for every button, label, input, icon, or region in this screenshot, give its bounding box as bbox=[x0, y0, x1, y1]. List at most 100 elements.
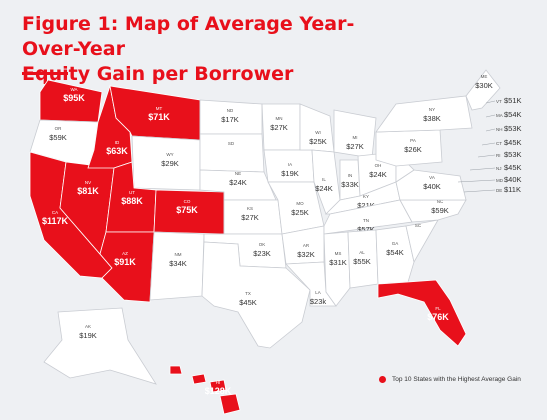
state-abbr: OH bbox=[375, 163, 382, 168]
state-value: $54K bbox=[504, 110, 522, 119]
state-value: $29K bbox=[161, 159, 179, 168]
state-abbr: ID bbox=[115, 140, 120, 145]
state-value: $53K bbox=[504, 150, 522, 159]
state-abbr: ME bbox=[481, 74, 488, 79]
state-abbr: CA bbox=[52, 210, 58, 215]
state-value: $53K bbox=[504, 124, 522, 133]
state-shape-me bbox=[465, 69, 501, 111]
state-hi: HI$128K bbox=[169, 365, 241, 415]
state-sd: SD bbox=[199, 133, 265, 173]
state-value: $17K bbox=[221, 115, 239, 124]
state-abbr: FL bbox=[435, 306, 441, 311]
state-shape-ny bbox=[375, 95, 473, 133]
state-shape-ms bbox=[323, 231, 351, 307]
state-abbr: WI bbox=[315, 130, 321, 135]
northeast-label-nh: NH $53K bbox=[485, 124, 522, 133]
state-value: $63K bbox=[106, 146, 128, 156]
state-shape-nc bbox=[399, 199, 467, 223]
state-abbr: DE bbox=[496, 188, 502, 193]
northeast-label-nj: NJ $45K bbox=[469, 163, 522, 172]
leader-line bbox=[477, 154, 496, 158]
state-abbr: NV bbox=[85, 180, 91, 185]
state-abbr: TX bbox=[245, 291, 251, 296]
state-value: $45K bbox=[504, 163, 522, 172]
state-va: VA $40K bbox=[395, 169, 467, 201]
northeast-label-de: DE $11K bbox=[463, 185, 521, 194]
state-abbr: GA bbox=[392, 241, 399, 246]
northeast-label-md: MD $40K bbox=[457, 175, 522, 184]
state-abbr: MA bbox=[496, 113, 503, 118]
state-value: $30K bbox=[475, 81, 493, 90]
state-value: $91K bbox=[114, 257, 136, 267]
state-value: $31K bbox=[329, 258, 347, 267]
state-value: $40K bbox=[423, 182, 441, 191]
state-mn: MN $27K bbox=[261, 103, 301, 151]
state-value: $59K bbox=[431, 206, 449, 215]
state-abbr: MT bbox=[156, 106, 163, 111]
state-abbr: HI bbox=[216, 380, 221, 385]
state-ak: AK $19K bbox=[43, 307, 157, 385]
state-abbr: MO bbox=[296, 201, 304, 206]
leader-line bbox=[485, 100, 496, 104]
state-abbr: MN bbox=[276, 116, 283, 121]
state-abbr: NC bbox=[437, 199, 444, 204]
state-tx: TX $45K bbox=[201, 241, 311, 349]
state-value: $11K bbox=[504, 185, 521, 194]
state-shape-sd bbox=[199, 133, 265, 173]
state-value: $23K bbox=[253, 249, 271, 258]
state-value: $23k bbox=[310, 297, 327, 306]
state-nc: NC $59K bbox=[399, 199, 467, 223]
northeast-label-ri: RI $53K bbox=[477, 150, 522, 159]
state-abbr: AR bbox=[303, 243, 310, 248]
state-value: $117K bbox=[42, 216, 69, 226]
state-abbr: OK bbox=[259, 242, 266, 247]
state-abbr: KY bbox=[363, 194, 369, 199]
state-wi: WI $25K bbox=[299, 103, 335, 153]
state-abbr: IN bbox=[348, 173, 353, 178]
leader-line bbox=[481, 142, 496, 146]
state-mi: MI $27K bbox=[333, 109, 377, 159]
state-value: $40K bbox=[504, 175, 522, 184]
state-abbr: MD bbox=[496, 178, 504, 183]
leader-line bbox=[463, 189, 496, 193]
state-ks: KS $27K bbox=[223, 199, 283, 235]
state-shape-ak bbox=[43, 307, 157, 385]
state-shape-fl bbox=[377, 279, 467, 347]
state-abbr: MS bbox=[335, 251, 342, 256]
state-value: $24K bbox=[229, 178, 247, 187]
state-fl: FL$76K bbox=[377, 279, 467, 347]
state-abbr: UT bbox=[129, 190, 135, 195]
state-abbr: SD bbox=[228, 141, 235, 146]
state-value: $55K bbox=[353, 257, 371, 266]
state-ga: GA $54K bbox=[375, 225, 415, 285]
state-shape-hi bbox=[169, 365, 241, 415]
state-abbr: IL bbox=[322, 177, 326, 182]
state-abbr: OR bbox=[55, 126, 63, 131]
state-ny: NY $38K bbox=[375, 95, 473, 133]
state-abbr: ND bbox=[227, 108, 234, 113]
leader-line bbox=[457, 179, 496, 183]
state-in: IN $33K bbox=[339, 159, 361, 201]
leader-line bbox=[485, 128, 496, 132]
state-value: $51K bbox=[504, 96, 522, 105]
state-pa: PA $26K bbox=[375, 129, 443, 167]
state-value: $75K bbox=[176, 205, 198, 215]
state-abbr: VT bbox=[496, 99, 502, 104]
state-value: $27K bbox=[270, 123, 288, 132]
state-value: $71K bbox=[148, 112, 170, 122]
state-shape-sc bbox=[405, 219, 439, 264]
state-value: $21K bbox=[357, 201, 375, 210]
state-value: $33K bbox=[341, 180, 359, 189]
state-value: $45K bbox=[239, 298, 257, 307]
state-value: $25K bbox=[309, 137, 327, 146]
title-line-1: Figure 1: Map of Average Year-Over-Year bbox=[22, 13, 355, 60]
state-shape-wa bbox=[39, 79, 103, 123]
state-abbr: LA bbox=[315, 290, 321, 295]
state-value: $34K bbox=[169, 259, 187, 268]
legend-red-dot bbox=[379, 376, 386, 383]
state-abbr: AK bbox=[85, 324, 91, 329]
state-value: $19K bbox=[79, 331, 97, 340]
state-wa: WA$95K bbox=[39, 79, 103, 123]
state-value: $27K bbox=[346, 142, 364, 151]
